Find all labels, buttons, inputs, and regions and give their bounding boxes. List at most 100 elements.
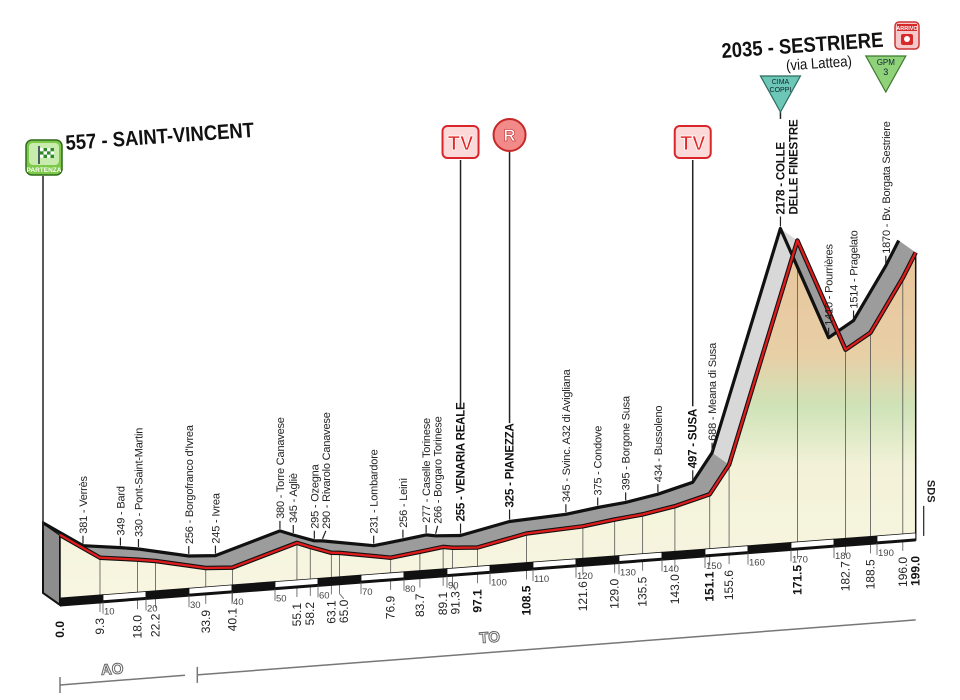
place-name: Svinc. A32 di Avigliana xyxy=(561,368,573,475)
road-note-label: SDS xyxy=(925,480,937,503)
place-separator: - xyxy=(593,468,605,477)
place-label: 434 - Bussoleno xyxy=(653,406,665,483)
distance-tick-label: 100 xyxy=(491,577,507,588)
km-label-leader xyxy=(339,593,345,600)
place-altitude: 345 xyxy=(561,484,573,502)
distance-tick-label: 40 xyxy=(233,597,244,608)
place-name-line2: DELLE FINESTRE xyxy=(788,119,800,214)
r-icon-text: R xyxy=(503,126,515,145)
place-altitude: 231 xyxy=(369,516,381,534)
km-label: 196.0 xyxy=(896,557,910,587)
r-icon: R xyxy=(492,118,527,152)
place-label: 325 - PIANEZZA xyxy=(505,423,517,507)
place-name: Condove xyxy=(593,426,605,469)
arrivo-icon: ARRIVO xyxy=(894,21,920,50)
region-line xyxy=(197,619,916,676)
place-label: 497 - SUSA xyxy=(688,409,700,468)
km-label: 129.0 xyxy=(608,578,622,608)
place-altitude: 256 xyxy=(398,510,410,528)
place-label: 688 - Meana di Susa xyxy=(707,342,719,441)
place-separator: - xyxy=(505,479,517,489)
km-label: 171.5 xyxy=(790,565,804,595)
place-name: Pont-Saint-Martin xyxy=(133,428,145,510)
finish-sublabel: (via Lattea) xyxy=(785,52,852,74)
profile-back-outline xyxy=(42,226,901,558)
place-altitude: 381 xyxy=(78,516,90,534)
place-separator: - xyxy=(398,501,410,510)
km-label: 151.1 xyxy=(703,571,717,601)
km-label: 55.1 xyxy=(290,603,304,627)
place-name: Bussoleno xyxy=(653,406,665,456)
place-label: 380 - Torre Canavese xyxy=(275,417,287,519)
place-label: 349 - Bard xyxy=(115,486,127,535)
place-label: 381 - Verrès xyxy=(78,475,90,533)
place-separator: - xyxy=(275,492,287,501)
partenza-flag-icon: PARTENZA xyxy=(25,139,63,176)
km-label: 135.5 xyxy=(636,576,650,606)
place-name: Ozegna xyxy=(309,463,321,501)
place-label: 255 - VENARIA REALE xyxy=(456,402,468,522)
place-name: Rivarolo Canavese xyxy=(321,412,333,502)
place-name: Leinì xyxy=(398,478,410,501)
km-label: 83.7 xyxy=(413,593,427,617)
place-altitude: 345 xyxy=(288,505,300,523)
km-label: 65.0 xyxy=(337,599,351,623)
place-separator: - xyxy=(561,475,573,484)
region-bars: AO TO SDS xyxy=(59,480,937,693)
place-separator: - xyxy=(707,414,719,423)
place-altitude: 395 xyxy=(621,473,633,491)
distance-tick-label: 80 xyxy=(405,584,416,595)
place-label: 266 - Borgaro Torinese xyxy=(433,416,445,523)
distance-tick-label: 160 xyxy=(749,558,765,569)
km-label: 91.3 xyxy=(449,591,463,615)
place-name: SUSA xyxy=(688,409,700,440)
place-altitude: 256 xyxy=(184,526,196,544)
place-label: 1410 - Pourrières xyxy=(824,243,836,325)
distance-tick-label: 20 xyxy=(147,603,158,614)
gravel-section xyxy=(712,228,798,465)
place-separator: - xyxy=(210,517,222,526)
place-altitude: 1870 xyxy=(881,230,893,254)
cima-coppi-text: COPPI xyxy=(770,87,792,94)
place-leader-line xyxy=(435,525,439,534)
place-separator: - xyxy=(688,440,700,450)
place-label: 2178 - COLLE xyxy=(775,142,787,215)
distance-tick-label: 130 xyxy=(620,567,636,578)
km-label-leader xyxy=(452,584,456,591)
place-name: Borgaro Torinese xyxy=(433,416,445,496)
km-label: 18.0 xyxy=(130,615,144,639)
place-altitude: 245 xyxy=(210,526,222,544)
distance-tick-label: 60 xyxy=(319,590,330,601)
place-altitude: 1514 xyxy=(849,285,861,309)
place-label: 290 - Rivarolo Canavese xyxy=(321,412,333,529)
cima-coppi-triangle xyxy=(759,75,802,114)
place-label: 345 - Agliè xyxy=(288,473,300,523)
route-red-line xyxy=(59,239,917,570)
place-name: Torre Canavese xyxy=(275,417,287,492)
place-separator: - xyxy=(115,509,127,518)
place-separator: - xyxy=(321,502,333,511)
km-label: 76.9 xyxy=(384,596,398,620)
place-label: 245 - Ivrea xyxy=(210,492,222,543)
distance-tick-label: 170 xyxy=(792,554,808,565)
place-separator: - xyxy=(309,502,321,511)
place-altitude: 330 xyxy=(133,519,145,537)
place-altitude: 688 xyxy=(707,423,719,441)
place-separator: - xyxy=(78,507,90,516)
place-label: 1514 - Pragelato xyxy=(849,230,861,308)
place-altitude: 266 xyxy=(433,506,445,524)
place-altitude: 290 xyxy=(321,511,333,529)
cima-coppi-text: CIMA xyxy=(772,79,790,86)
distance-tick-label: 180 xyxy=(835,551,851,562)
tv-icon-box xyxy=(441,125,480,159)
place-separator: - xyxy=(824,293,836,302)
place-label: 277 - Caselle Torinese xyxy=(421,418,433,523)
place-name: PIANEZZA xyxy=(505,423,517,479)
distance-tick-label: 150 xyxy=(706,561,722,572)
place-label: 345 - Svinc. A32 di Avigliana xyxy=(561,368,573,502)
distance-tick-label: 30 xyxy=(190,600,201,611)
km-label: 40.1 xyxy=(225,608,239,632)
baseline xyxy=(59,538,916,607)
